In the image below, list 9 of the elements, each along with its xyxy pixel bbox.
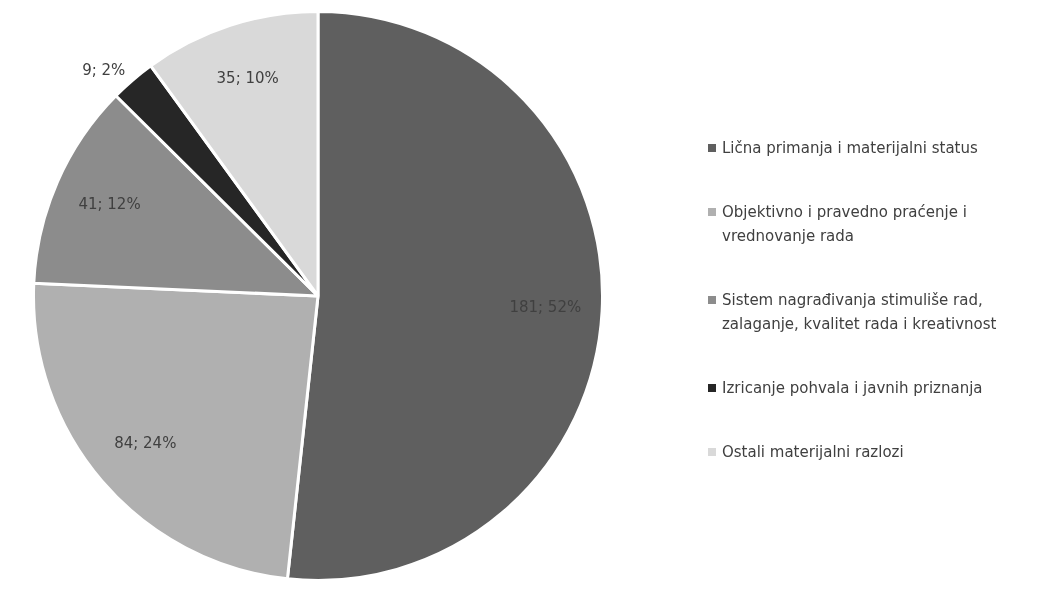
legend-label: Lična primanja i materijalni status xyxy=(722,138,978,159)
data-label: 35; 10% xyxy=(216,69,279,88)
legend-label: Izricanje pohvala i javnih priznanja xyxy=(722,378,983,399)
legend-label: Ostali materijalni razlozi xyxy=(722,442,904,463)
data-label: 9; 2% xyxy=(82,61,126,80)
legend-label: Objektivno i pravedno praćenje i vrednovanje rada xyxy=(722,202,968,247)
legend-label: Sistem nagrađivanja stimuliše rad, zalaganje, kvalitet rada i kreativnost xyxy=(722,290,998,335)
data-label: 41; 12% xyxy=(78,194,141,213)
data-label: 84; 24% xyxy=(114,434,177,453)
